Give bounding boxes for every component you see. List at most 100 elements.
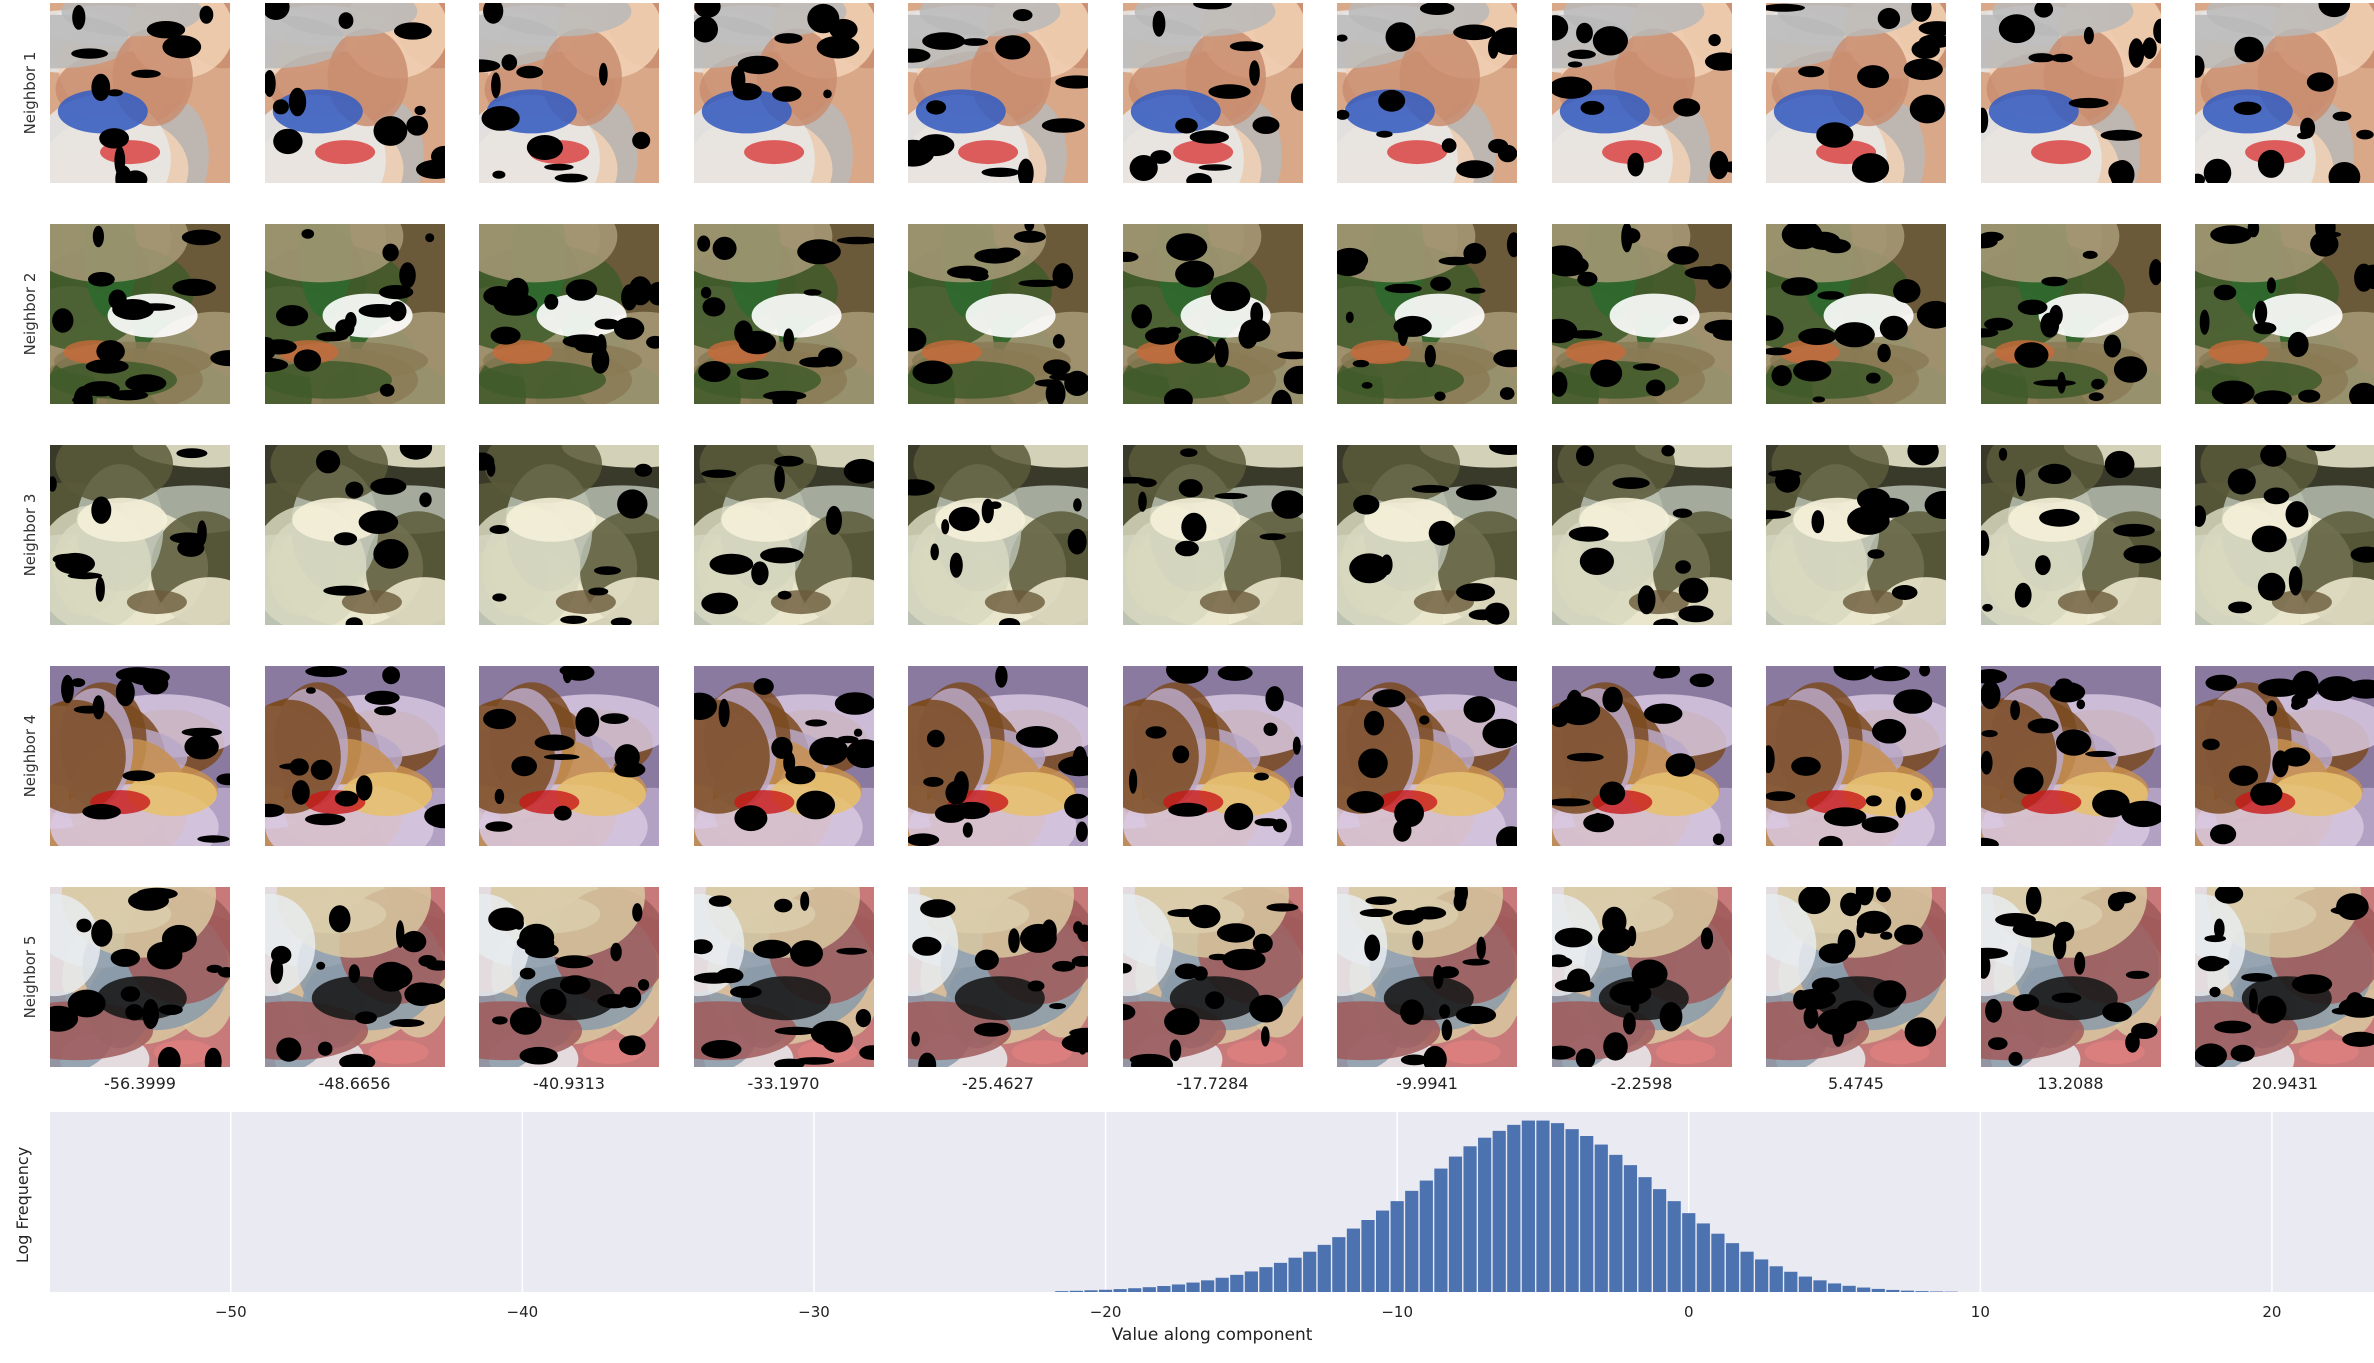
neighbor-image-tile — [1337, 445, 1517, 625]
neighbor-image-tile — [908, 445, 1088, 625]
neighbor-image-tile — [264, 666, 445, 846]
neighbor-image-tile — [1766, 887, 1946, 1067]
histogram-bar — [1244, 1271, 1258, 1292]
column-value-label: 20.9431 — [2251, 1074, 2319, 1093]
histogram-bar — [1711, 1233, 1725, 1292]
histogram-bar — [1609, 1154, 1623, 1292]
histogram-bar — [1405, 1190, 1419, 1292]
row-label-text: Neighbor 4 — [21, 714, 39, 798]
neighbor-image-tile — [1980, 666, 2161, 846]
histogram-bar — [1915, 1291, 1929, 1292]
x-tick-label: 10 — [1971, 1303, 1990, 1321]
neighbor-image-tile — [908, 887, 1088, 1067]
neighbor-grid: Neighbor 1 Neighbor 2 Neighbor 3 Neighbor 4… — [21, 3, 2374, 1093]
column-value-label: -48.6656 — [318, 1074, 391, 1093]
histogram-bar — [1259, 1267, 1273, 1292]
histogram-bar — [1871, 1288, 1885, 1292]
histogram-bar — [1740, 1251, 1754, 1292]
x-tick-label: −40 — [507, 1303, 539, 1321]
histogram-bar — [1448, 1156, 1463, 1292]
neighbor-image-tile — [264, 445, 445, 625]
histogram-bar — [1536, 1120, 1550, 1292]
neighbor-image-tile — [1766, 3, 1946, 183]
neighbor-image-tile — [1122, 445, 1303, 625]
histogram-bar — [1682, 1213, 1696, 1292]
neighbor-image-tile — [1980, 224, 2161, 404]
column-value-label: -17.7284 — [1176, 1074, 1249, 1093]
neighbor-image-tile — [908, 3, 1088, 183]
neighbor-image-tile — [1766, 666, 1946, 846]
histogram-bar — [1157, 1286, 1171, 1292]
histogram-bar — [1857, 1287, 1871, 1292]
neighbor-image-tile — [50, 3, 230, 183]
neighbor-image-tile — [479, 666, 659, 846]
histogram-bar — [1623, 1165, 1638, 1292]
x-tick-label: −50 — [215, 1303, 247, 1321]
histogram-bar — [1507, 1124, 1521, 1292]
neighbor-image-tile — [1551, 887, 1732, 1067]
neighbor-image-tile — [264, 224, 445, 404]
histogram-bar — [1900, 1290, 1915, 1292]
histogram-bar — [1886, 1289, 1900, 1292]
x-tick-label: 0 — [1684, 1303, 1694, 1321]
neighbor-image-tile — [264, 887, 445, 1067]
histogram-bar — [1069, 1290, 1083, 1292]
histogram-bar — [1755, 1259, 1769, 1292]
histogram-bar — [1142, 1287, 1156, 1292]
histogram-x-label: Value along component — [1112, 1325, 1313, 1345]
neighbor-image-tile — [1551, 445, 1732, 625]
histogram-bar — [1827, 1283, 1842, 1292]
neighbor-image-tile — [693, 666, 874, 846]
histogram-bar — [1580, 1136, 1594, 1292]
histogram-bar — [1842, 1285, 1856, 1292]
histogram-bar — [1594, 1144, 1608, 1292]
neighbor-image-tile — [1122, 887, 1303, 1067]
column-value-label: -56.3999 — [104, 1074, 176, 1093]
histogram-bar — [1084, 1290, 1098, 1292]
neighbor-image-tile — [50, 666, 230, 846]
row-label-text: Neighbor 3 — [21, 493, 39, 577]
histogram-bar — [1784, 1271, 1798, 1292]
column-value-label: -9.9941 — [1396, 1074, 1458, 1093]
row-label-text: Neighbor 5 — [21, 935, 39, 1019]
neighbor-image-tile — [479, 3, 659, 183]
histogram-bar — [1288, 1257, 1302, 1292]
histogram-bar — [1375, 1210, 1390, 1292]
histogram-bar — [1434, 1168, 1448, 1292]
histogram-bar — [1492, 1130, 1506, 1292]
neighbor-image-tile — [693, 887, 874, 1067]
column-value-label: -33.1970 — [747, 1074, 820, 1093]
histogram-bar — [1332, 1237, 1346, 1292]
neighbor-image-tile — [2195, 445, 2374, 625]
histogram-bar — [1638, 1177, 1652, 1292]
column-value-label: 5.4745 — [1828, 1074, 1884, 1093]
histogram-bar — [1463, 1146, 1477, 1292]
neighbor-image-tile — [479, 224, 659, 404]
row-label-text: Neighbor 1 — [21, 51, 39, 135]
histogram-bar — [1055, 1291, 1069, 1292]
histogram-bar — [1201, 1280, 1215, 1292]
neighbor-image-tile — [1551, 3, 1732, 183]
histogram-bar — [1419, 1180, 1433, 1292]
histogram-bar — [1565, 1129, 1579, 1292]
column-value-label: 13.2088 — [2037, 1074, 2104, 1093]
histogram-bar — [1478, 1137, 1492, 1292]
histogram-bar — [1273, 1262, 1288, 1292]
histogram-bar — [1653, 1189, 1667, 1292]
histogram-bar — [1098, 1289, 1113, 1292]
x-tick-label: −10 — [1381, 1303, 1413, 1321]
histogram-bar — [1317, 1244, 1331, 1292]
neighbor-image-tile — [1551, 224, 1732, 404]
neighbor-image-tile — [264, 3, 445, 183]
histogram-chart: −50 −40 −30 −20 −10 0 10 20 Value along compone… — [13, 1112, 2374, 1345]
neighbor-image-tile — [50, 887, 230, 1067]
x-tick-label: −30 — [798, 1303, 830, 1321]
neighbor-image-tile — [1122, 3, 1303, 183]
neighbor-image-tile — [1766, 224, 1946, 404]
column-value-label: -2.2598 — [1610, 1074, 1673, 1093]
histogram-bar — [1550, 1123, 1565, 1292]
histogram-bars — [1055, 1120, 1958, 1292]
neighbor-image-tile — [1337, 887, 1517, 1067]
histogram-bar — [1186, 1282, 1200, 1292]
histogram-bar — [1113, 1289, 1127, 1292]
